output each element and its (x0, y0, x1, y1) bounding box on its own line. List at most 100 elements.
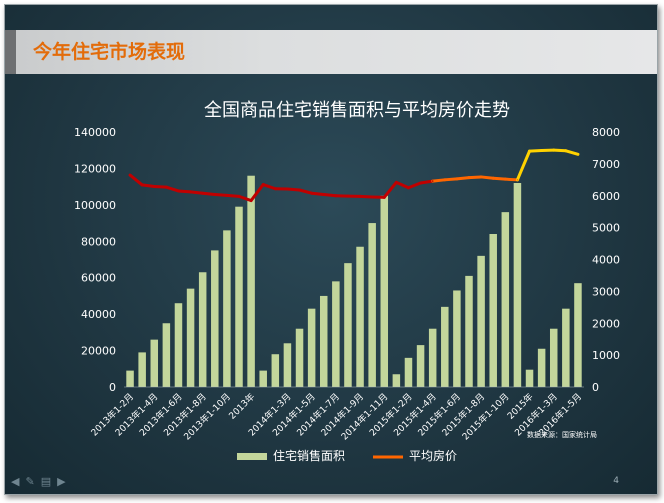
right-tick-label: 5000 (592, 222, 620, 235)
pen-icon[interactable]: ✎ (25, 475, 35, 488)
left-tick-label: 140000 (74, 126, 116, 139)
bar (283, 343, 292, 387)
line-segment (552, 148, 568, 153)
bar (332, 281, 340, 387)
line-point (141, 184, 143, 186)
bar (319, 295, 328, 387)
line-point (504, 178, 507, 180)
header-band: 今年住宅市场表现 (5, 30, 657, 74)
line-point (419, 182, 422, 184)
line-series (128, 148, 580, 203)
left-axis: 0 20000 40000 60000 80000 100000 120000 140000 (74, 126, 116, 394)
bar (162, 323, 171, 387)
bar (295, 328, 304, 387)
line-point (371, 196, 373, 198)
left-tick-label: 100000 (74, 199, 116, 212)
right-tick-label: 8000 (592, 126, 620, 139)
line-point (226, 194, 228, 197)
bar (501, 212, 510, 387)
bar (549, 328, 558, 387)
line-segment (564, 149, 580, 156)
line-point (383, 196, 386, 199)
bar (138, 352, 146, 387)
bar (525, 369, 534, 387)
nav-controls: ◀ ✎ ▤ ▶ (11, 475, 66, 488)
line-segment (528, 148, 544, 153)
line-point (516, 179, 519, 181)
right-tick-label: 0 (592, 381, 599, 394)
line-segment (140, 183, 156, 189)
line-segment (479, 175, 495, 180)
bar (537, 348, 546, 387)
bar (198, 272, 207, 387)
bar (489, 234, 497, 387)
arrow-right-icon[interactable]: ▶ (57, 475, 66, 488)
bar (392, 374, 401, 387)
line-segment (443, 177, 459, 182)
line-segment (189, 190, 205, 195)
line-segment (406, 181, 423, 190)
line-point (456, 178, 458, 180)
bar (404, 357, 413, 387)
line-segment (285, 187, 302, 192)
line-segment (249, 183, 265, 203)
bar (465, 275, 473, 387)
line-point (359, 195, 361, 198)
source-note: 数据来源：国家统计局 (527, 430, 597, 439)
line-point (431, 180, 434, 182)
bar (513, 183, 522, 387)
bar (562, 308, 570, 387)
slides-icon[interactable]: ▤ (40, 475, 52, 488)
line-segment (382, 180, 398, 199)
bar (235, 206, 243, 387)
line-segment (201, 191, 217, 196)
line-segment (213, 192, 229, 197)
line-point (250, 199, 252, 202)
line-point (286, 188, 289, 190)
bar (271, 354, 280, 387)
bar (428, 328, 437, 387)
line-segment (176, 189, 193, 194)
header-accent-bar (5, 30, 16, 74)
left-tick-label: 80000 (81, 235, 116, 248)
line-point (238, 195, 240, 198)
line-segment (503, 177, 519, 182)
slide: 今年住宅市场表现 全国商品住宅销售面积与平均房价走势 0 20000 40000 60… (4, 4, 658, 495)
line-point (443, 179, 446, 181)
line-segment (298, 188, 314, 195)
right-tick-label: 6000 (592, 190, 620, 203)
left-tick-label: 20000 (81, 345, 116, 358)
left-tick-label: 120000 (74, 162, 116, 175)
left-tick-label: 40000 (81, 308, 116, 321)
line-segment (455, 176, 471, 181)
line-segment (128, 173, 144, 187)
arrow-left-icon[interactable]: ◀ (11, 475, 20, 488)
legend-bar-label: 住宅销售面积 (273, 448, 345, 463)
line-segment (491, 176, 507, 181)
line-point (335, 194, 337, 197)
left-tick-label: 60000 (81, 272, 116, 285)
x-axis: 2013年1-2月2013年1-4月2013年1-6月2013年1-8月2013… (88, 386, 584, 442)
right-axis: 0 1000 2000 3000 4000 5000 6000 7000 8000 (592, 126, 620, 394)
bar (380, 195, 389, 387)
bar (211, 250, 219, 387)
line-point (468, 176, 470, 179)
line-point (395, 181, 398, 184)
line-point (298, 189, 301, 191)
line-point (492, 177, 495, 180)
line-segment (261, 183, 277, 191)
line-point (540, 149, 543, 152)
line-point (565, 150, 567, 152)
page-number: 4 (613, 476, 619, 486)
line-segment (467, 175, 483, 180)
line-point (201, 192, 204, 194)
bar (477, 255, 485, 387)
bar (441, 306, 449, 387)
bar (307, 308, 316, 387)
line-segment (237, 194, 253, 203)
bar-series (126, 175, 582, 387)
right-tick-label: 4000 (592, 254, 620, 267)
line-point (274, 187, 277, 190)
line-segment (310, 191, 326, 196)
chart: 全国商品住宅销售面积与平均房价走势 0200004000060000800001… (74, 100, 620, 463)
